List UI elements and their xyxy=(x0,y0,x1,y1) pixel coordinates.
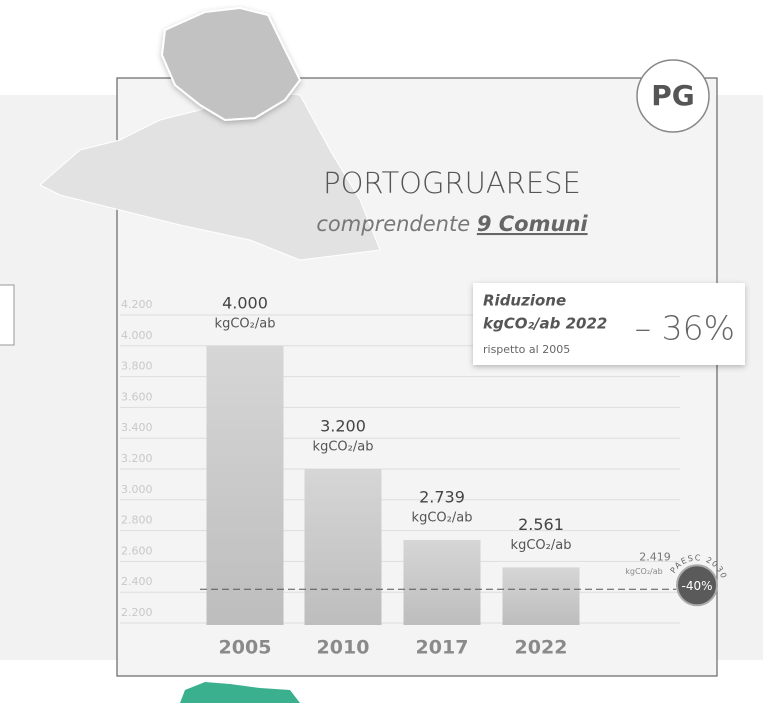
bar xyxy=(304,469,382,625)
side-box xyxy=(0,284,15,346)
x-tick-label: 2022 xyxy=(515,637,568,659)
y-tick-label: 2.600 xyxy=(121,544,153,557)
chart-subtitle: comprendente 9 Comuni xyxy=(316,212,588,236)
unit-label: kgCO₂/ab xyxy=(215,316,276,331)
y-tick-label: 3.800 xyxy=(121,360,153,373)
y-tick-label: 4.000 xyxy=(121,329,153,342)
value-label: 3.200 xyxy=(320,417,366,436)
callout-box xyxy=(473,283,745,365)
unit-label: kgCO₂/ab xyxy=(313,440,374,455)
map-region xyxy=(39,89,381,261)
y-tick-label: 2.200 xyxy=(121,606,153,619)
y-tick-label: 2.800 xyxy=(121,514,153,527)
x-tick-label: 2005 xyxy=(219,637,272,659)
subtitle-text: comprendente xyxy=(316,212,470,236)
callout-value: – 36% xyxy=(635,309,735,348)
bar xyxy=(403,539,481,625)
subtitle-emphasis: 9 Comuni xyxy=(477,212,589,236)
x-tick-label: 2017 xyxy=(416,637,469,659)
callout-line1: Riduzione xyxy=(483,292,566,310)
callout-note: rispetto al 2005 xyxy=(483,343,570,356)
y-tick-label: 3.000 xyxy=(121,483,153,496)
y-tick-label: 2.400 xyxy=(121,575,153,588)
map-decoration xyxy=(180,682,300,703)
y-tick-label: 4.200 xyxy=(121,298,153,311)
plot: 2.200 2.400 2.600 2.800 3.000 3.200 3.400 3.600… xyxy=(120,293,727,659)
unit-label: kgCO₂/ab xyxy=(412,510,473,525)
bar xyxy=(206,345,284,625)
y-tick-label: 3.600 xyxy=(121,390,153,403)
badge xyxy=(636,59,710,133)
unit-label: kgCO₂/ab xyxy=(511,538,572,553)
y-tick-label: 3.400 xyxy=(121,421,153,434)
value-label: 4.000 xyxy=(222,293,268,312)
value-label: 2.739 xyxy=(419,487,465,506)
callout xyxy=(473,283,745,365)
target-badge xyxy=(676,564,718,607)
y-tick-label: 3.200 xyxy=(121,452,153,465)
target-badge-text: -40% xyxy=(681,579,712,593)
callout-line2: kgCO₂/ab 2022 xyxy=(483,315,607,333)
chart-title: PORTOGRUARESE xyxy=(323,166,581,200)
bar xyxy=(502,567,580,625)
badge-text: PG xyxy=(651,79,695,112)
target-value-label: 2.419 xyxy=(639,550,671,563)
x-tick-label: 2010 xyxy=(317,637,370,659)
value-label: 2.561 xyxy=(518,515,564,534)
map-highlight xyxy=(160,6,302,122)
target-unit: kgCO₂/ab xyxy=(625,567,662,576)
